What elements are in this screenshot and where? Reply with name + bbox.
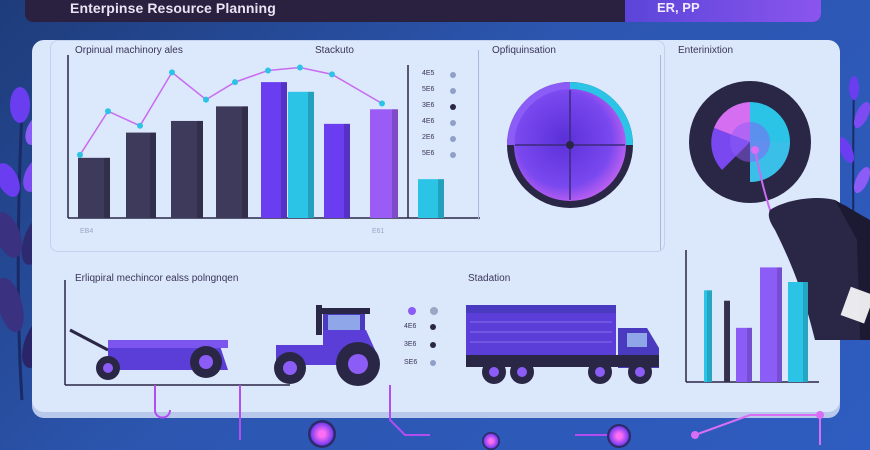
legend-label: 5E6 [422, 86, 435, 93]
bar [724, 300, 730, 382]
legend-dot [450, 72, 456, 78]
legend-dot [430, 360, 436, 366]
trend-point [329, 71, 335, 78]
trend-point [77, 151, 83, 158]
bar [324, 123, 350, 218]
top-left-chart-subtitle: Stackuto [315, 45, 354, 56]
donut1-title: Opfiquinsation [492, 45, 556, 56]
trend-point [169, 69, 175, 76]
bar [370, 109, 398, 218]
connector-lines [154, 385, 824, 445]
node-icon[interactable] [482, 432, 500, 450]
truck-icon [466, 305, 659, 384]
separator [478, 50, 479, 220]
legend-dot [450, 120, 456, 126]
legend-dot [430, 342, 436, 348]
bar [736, 327, 752, 382]
trend-point [203, 96, 209, 103]
bar [288, 91, 314, 218]
bar [78, 157, 110, 218]
hand-pointer-icon [751, 146, 870, 340]
donut2-title: Enterinixtion [678, 45, 734, 56]
tab-erp-label: ER, PP [657, 0, 700, 15]
legend-dot [450, 152, 456, 158]
bottom-axis [64, 280, 290, 386]
bottom-left-title: Erliqpiral mechincor ealss polngnqen [75, 273, 239, 284]
title-bar: Enterpinse Resource Planning ER, PP [25, 0, 821, 22]
x-axis-tick-2: E61 [372, 228, 385, 235]
bar [216, 106, 248, 218]
legend-label: 4E5 [422, 70, 435, 77]
legend-dot [430, 324, 436, 330]
separator [660, 55, 661, 250]
optimization-donut-chart [507, 82, 633, 208]
tractor-icon [274, 305, 380, 386]
harvester-icon [69, 328, 228, 380]
bar [126, 132, 156, 218]
node-icon[interactable] [607, 424, 631, 448]
trend-point [137, 122, 143, 129]
trend-point [297, 64, 303, 71]
trend-point [105, 108, 111, 115]
legend-label: SE6 [404, 359, 418, 366]
bottom-mid-title: Stadation [468, 273, 511, 284]
bottom-right-bar-chart [685, 250, 819, 383]
node-icon[interactable] [308, 420, 336, 448]
legend-label: 3E6 [404, 341, 417, 348]
legend-label: 4E6 [404, 323, 417, 330]
bar [760, 267, 782, 382]
bar [261, 82, 287, 218]
legend-label: 5E6 [422, 150, 435, 157]
legend-label: 3E6 [422, 102, 435, 109]
x-axis-tick-1: EB4 [80, 228, 94, 235]
trend-point [379, 100, 385, 107]
tab-erp[interactable]: ER, PP [625, 0, 821, 22]
legend-dot [408, 307, 416, 315]
trend-point [232, 79, 238, 86]
legend-dot [450, 104, 456, 110]
legend-label: 2E6 [422, 134, 435, 141]
bar [171, 120, 203, 218]
bar [788, 282, 808, 382]
enterprise-donut-chart [689, 81, 811, 203]
bar [704, 290, 712, 382]
bar [418, 179, 444, 218]
legend-label: 4E6 [422, 118, 435, 125]
app-title: Enterpinse Resource Planning [70, 0, 276, 16]
legend-dot [430, 307, 438, 315]
top-left-chart-title: Orpinual machinory ales [75, 45, 183, 56]
machinery-sales-chart [67, 55, 480, 219]
legend-dot [450, 136, 456, 142]
trend-line [79, 66, 383, 156]
trend-point [265, 67, 271, 74]
legend-dot [450, 88, 456, 94]
